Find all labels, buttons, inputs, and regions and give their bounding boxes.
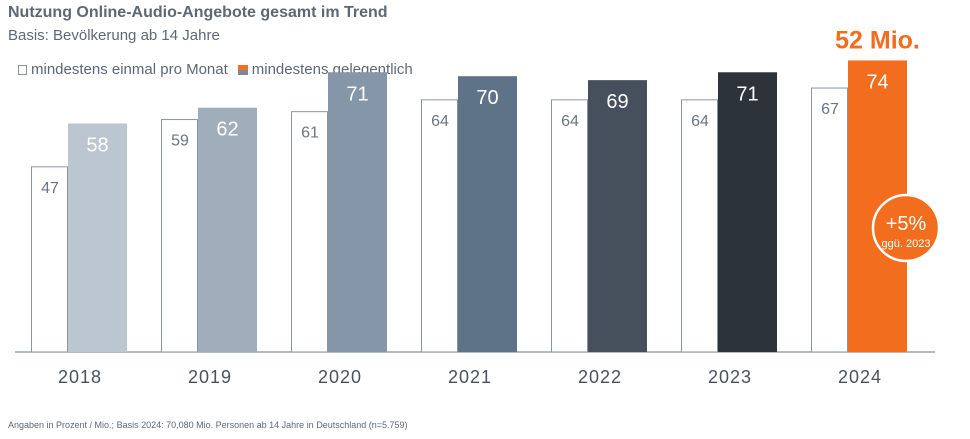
bar-monthly-2023	[681, 99, 718, 353]
bar-monthly-2021	[421, 99, 458, 353]
label-monthly-2024: 67	[821, 101, 839, 118]
headline-value: 52 Mio.	[835, 26, 920, 54]
x-tick-2020: 2020	[318, 367, 362, 387]
chart-title: Nutzung Online-Audio-Angebote gesamt im …	[8, 4, 388, 21]
growth-badge-value: +5%	[886, 213, 927, 235]
x-tick-2019: 2019	[188, 367, 232, 387]
footnote: Angaben in Prozent / Mio.; Basis 2024: 7…	[8, 420, 408, 430]
x-tick-2018: 2018	[58, 367, 102, 387]
bar-monthly-2019	[161, 119, 198, 353]
label-occasional-2023: 71	[736, 83, 758, 105]
legend-item-monthly: mindestens einmal pro Monat	[18, 61, 228, 78]
label-monthly-2023: 64	[691, 113, 709, 130]
growth-badge	[871, 193, 941, 263]
bar-occasional-2022	[588, 80, 647, 352]
legend-swatch-filled	[237, 64, 248, 75]
legend-swatch-outline	[18, 64, 27, 75]
label-occasional-2019: 62	[216, 119, 238, 141]
bar-monthly-2022	[551, 99, 588, 353]
bar-monthly-2018	[31, 166, 68, 353]
bar-occasional-2020	[328, 72, 387, 352]
label-occasional-2020: 71	[346, 83, 368, 105]
label-occasional-2021: 70	[476, 87, 498, 109]
label-occasional-2022: 69	[606, 91, 628, 113]
x-tick-2023: 2023	[708, 367, 752, 387]
bar-monthly-2024	[811, 87, 848, 353]
label-occasional-2018: 58	[86, 134, 108, 156]
x-tick-2022: 2022	[578, 367, 622, 387]
label-monthly-2018: 47	[41, 180, 59, 197]
bar-occasional-2019	[198, 107, 257, 352]
label-monthly-2019: 59	[171, 133, 189, 150]
label-occasional-2024: 74	[866, 71, 888, 93]
bar-occasional-2023	[718, 72, 777, 352]
label-monthly-2021: 64	[431, 113, 449, 130]
x-tick-2021: 2021	[448, 367, 492, 387]
x-tick-2024: 2024	[838, 367, 882, 387]
label-monthly-2020: 61	[301, 125, 319, 142]
bar-monthly-2020	[291, 111, 328, 353]
growth-badge-caption: ggü. 2023	[882, 238, 931, 250]
chart-subtitle: Basis: Bevölkerung ab 14 Jahre	[8, 27, 220, 44]
bar-occasional-2021	[458, 76, 517, 352]
legend-label-monthly: mindestens einmal pro Monat	[31, 61, 228, 78]
bar-occasional-2018	[68, 123, 127, 352]
label-monthly-2022: 64	[561, 113, 579, 130]
